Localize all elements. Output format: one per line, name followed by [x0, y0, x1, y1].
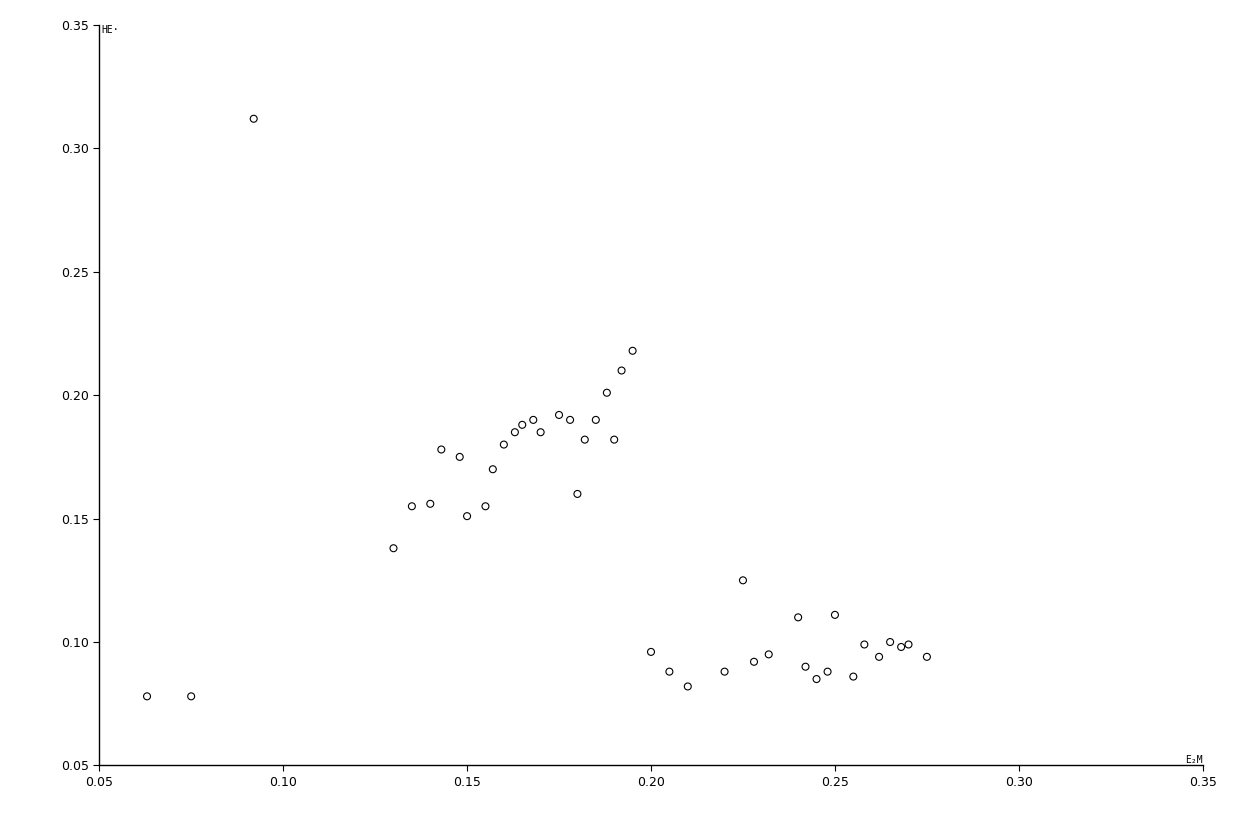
Point: [402, 499, 422, 513]
Point: [759, 647, 779, 661]
Point: [641, 646, 661, 659]
Point: [843, 670, 863, 683]
Point: [880, 636, 900, 649]
Point: [678, 680, 698, 693]
Point: [531, 426, 551, 439]
Point: [817, 665, 837, 678]
Point: [622, 344, 642, 358]
Point: [568, 488, 588, 501]
Point: [458, 509, 477, 522]
Point: [181, 690, 201, 703]
Point: [892, 641, 911, 654]
Point: [899, 638, 919, 651]
Point: [660, 665, 680, 678]
Point: [604, 433, 624, 446]
Point: [789, 611, 808, 624]
Point: [475, 499, 495, 513]
Point: [244, 112, 264, 126]
Point: [494, 438, 513, 451]
Point: [825, 608, 844, 622]
Point: [383, 542, 403, 555]
Point: [523, 414, 543, 427]
Text: HE·: HE·: [102, 25, 119, 35]
Point: [854, 638, 874, 651]
Point: [512, 418, 532, 432]
Point: [714, 665, 734, 678]
Point: [744, 655, 764, 668]
Point: [596, 386, 616, 399]
Point: [733, 574, 753, 587]
Point: [505, 426, 525, 439]
Point: [575, 433, 595, 446]
Point: [916, 650, 937, 663]
Point: [549, 409, 569, 422]
Point: [869, 650, 889, 663]
Point: [806, 672, 826, 686]
Point: [796, 660, 816, 673]
Point: [560, 414, 580, 427]
Point: [450, 450, 470, 463]
Point: [420, 498, 440, 511]
Point: [482, 463, 502, 476]
Point: [611, 364, 631, 377]
Point: [585, 414, 605, 427]
Text: E₂M: E₂M: [1185, 755, 1203, 765]
Point: [432, 443, 451, 456]
Point: [138, 690, 157, 703]
